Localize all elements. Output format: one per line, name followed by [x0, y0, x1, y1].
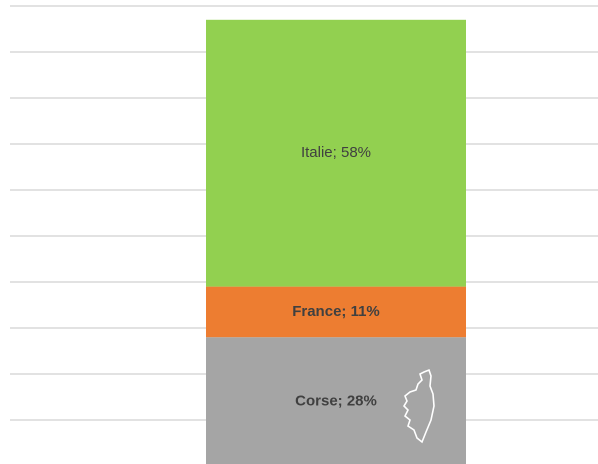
data-label: Corse; 28%	[295, 393, 377, 410]
bar-segment	[206, 286, 466, 338]
bar-segment	[206, 337, 466, 464]
data-label: France; 11%	[292, 303, 380, 320]
bars	[206, 19, 466, 464]
data-label: Italie; 58%	[301, 144, 371, 161]
labels: Corse; 28% France; 11% Italie; 58%	[292, 144, 380, 409]
bar-segment	[206, 19, 466, 287]
corsica-icon	[402, 368, 435, 444]
